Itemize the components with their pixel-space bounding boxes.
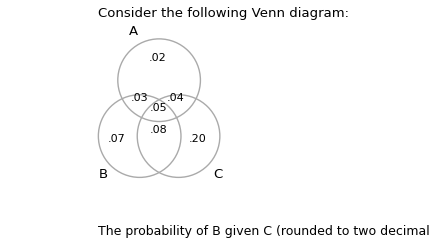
Text: Consider the following Venn diagram:: Consider the following Venn diagram: — [98, 7, 349, 20]
Text: C: C — [213, 168, 222, 182]
Text: .02: .02 — [149, 53, 167, 63]
Text: The probability of B given C (rounded to two decimal places) is...: The probability of B given C (rounded to… — [98, 225, 430, 238]
Text: .05: .05 — [150, 103, 167, 113]
Text: B: B — [98, 168, 108, 182]
Text: .08: .08 — [150, 125, 168, 135]
Text: .03: .03 — [131, 93, 148, 104]
Text: A: A — [129, 25, 138, 38]
Text: .20: .20 — [189, 133, 207, 144]
Text: .04: .04 — [167, 93, 185, 104]
Text: .07: .07 — [108, 133, 126, 144]
